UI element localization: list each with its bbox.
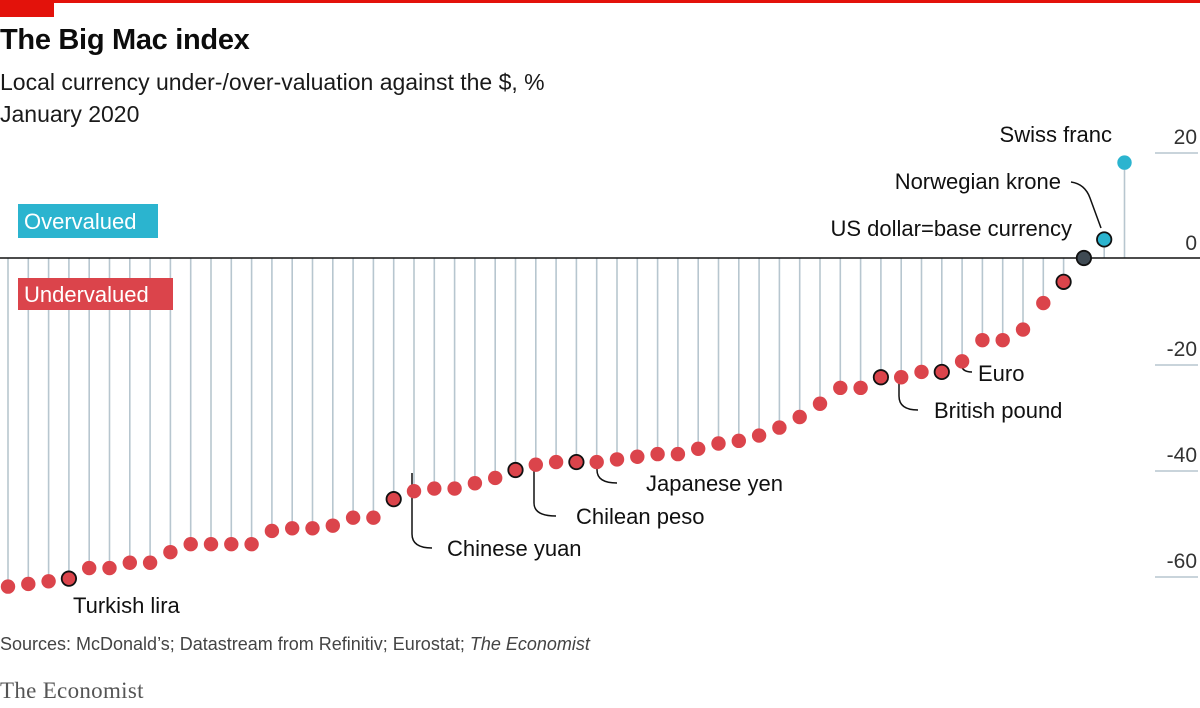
y-tick-label: 20 bbox=[1174, 126, 1197, 149]
chart-subtitle: Local currency under-/over-valuation aga… bbox=[0, 66, 545, 130]
source-italic: The Economist bbox=[469, 634, 590, 654]
annotation-label: Swiss franc bbox=[1000, 122, 1112, 147]
data-point bbox=[488, 470, 503, 486]
data-point bbox=[609, 452, 625, 467]
data-point bbox=[731, 433, 746, 449]
undervalued-tag-bg bbox=[18, 278, 173, 310]
data-point bbox=[751, 428, 767, 443]
data-point bbox=[1075, 249, 1093, 267]
data-point bbox=[406, 484, 422, 499]
annotation-label: Euro bbox=[978, 361, 1024, 386]
data-point bbox=[21, 576, 36, 592]
y-tick-label: -40 bbox=[1167, 444, 1197, 467]
top-rule bbox=[0, 0, 1200, 3]
data-point bbox=[244, 537, 259, 552]
data-point bbox=[833, 380, 848, 396]
data-point bbox=[548, 454, 564, 470]
data-point bbox=[60, 570, 78, 587]
overvalued-tag-bg bbox=[18, 204, 158, 238]
annotation-label: Norwegian krone bbox=[895, 169, 1061, 194]
subtitle-line-2: January 2020 bbox=[0, 101, 140, 127]
data-point bbox=[954, 354, 970, 369]
data-point bbox=[305, 521, 320, 536]
economist-logo-text: The Economist bbox=[0, 678, 144, 703]
data-point bbox=[995, 332, 1010, 348]
annotation-connector bbox=[1070, 181, 1102, 229]
data-point bbox=[1055, 273, 1072, 290]
data-point bbox=[691, 441, 706, 456]
data-point bbox=[0, 579, 16, 594]
data-point bbox=[528, 457, 543, 472]
annotation-connector bbox=[411, 473, 433, 549]
data-point bbox=[325, 518, 340, 533]
data-point bbox=[894, 370, 909, 385]
data-point bbox=[82, 560, 97, 576]
y-tick-label: 0 bbox=[1185, 232, 1197, 255]
annotation-label: US dollar=base currency bbox=[830, 216, 1072, 241]
data-point bbox=[812, 396, 828, 411]
data-point bbox=[507, 461, 524, 479]
data-point bbox=[467, 476, 483, 491]
data-point bbox=[385, 491, 402, 508]
data-point bbox=[1117, 155, 1132, 170]
annotation-connector bbox=[898, 373, 919, 411]
data-point bbox=[102, 560, 117, 576]
y-tick-label: -20 bbox=[1167, 338, 1197, 361]
data-point bbox=[163, 544, 178, 560]
y-tick-label: -60 bbox=[1167, 550, 1197, 573]
data-point bbox=[630, 449, 645, 464]
data-point bbox=[366, 510, 381, 525]
annotation-connector bbox=[533, 466, 557, 517]
data-point bbox=[772, 420, 787, 435]
data-point bbox=[1015, 322, 1031, 337]
data-point bbox=[427, 481, 442, 496]
chart-title: The Big Mac index bbox=[0, 24, 250, 56]
source-text: Sources: McDonald’s; Datastream from Ref… bbox=[0, 634, 470, 654]
data-point bbox=[41, 574, 56, 589]
data-point bbox=[224, 537, 239, 552]
data-point bbox=[203, 537, 219, 552]
data-point bbox=[711, 436, 726, 451]
data-point bbox=[1096, 231, 1113, 248]
source-note: Sources: McDonald’s; Datastream from Ref… bbox=[0, 634, 590, 655]
annotation-label: Chilean peso bbox=[576, 504, 704, 529]
data-point bbox=[792, 409, 807, 425]
annotation-label: Chinese yuan bbox=[447, 536, 582, 561]
data-point bbox=[1036, 295, 1051, 311]
data-point bbox=[122, 555, 137, 570]
data-point bbox=[975, 332, 990, 348]
data-point bbox=[285, 521, 300, 536]
undervalued-tag-label: Undervalued bbox=[24, 282, 149, 307]
subtitle-line-1: Local currency under-/over-valuation aga… bbox=[0, 69, 545, 95]
data-point bbox=[264, 523, 280, 539]
annotation-label: Turkish lira bbox=[73, 593, 181, 618]
overvalued-tag-label: Overvalued bbox=[24, 209, 137, 234]
data-point bbox=[853, 380, 868, 396]
data-point bbox=[345, 510, 361, 525]
data-point bbox=[589, 454, 604, 470]
data-point bbox=[933, 363, 950, 381]
data-point bbox=[872, 369, 890, 386]
data-point bbox=[183, 537, 198, 552]
data-point bbox=[670, 446, 686, 462]
annotation-label: Japanese yen bbox=[646, 471, 783, 496]
data-point bbox=[142, 555, 158, 570]
annotation-connector bbox=[596, 456, 618, 484]
data-point bbox=[650, 446, 665, 462]
annotation-label: British pound bbox=[934, 398, 1062, 423]
brand-tag bbox=[0, 0, 54, 17]
data-point bbox=[914, 364, 929, 380]
data-point bbox=[568, 453, 585, 471]
data-point bbox=[447, 481, 462, 496]
